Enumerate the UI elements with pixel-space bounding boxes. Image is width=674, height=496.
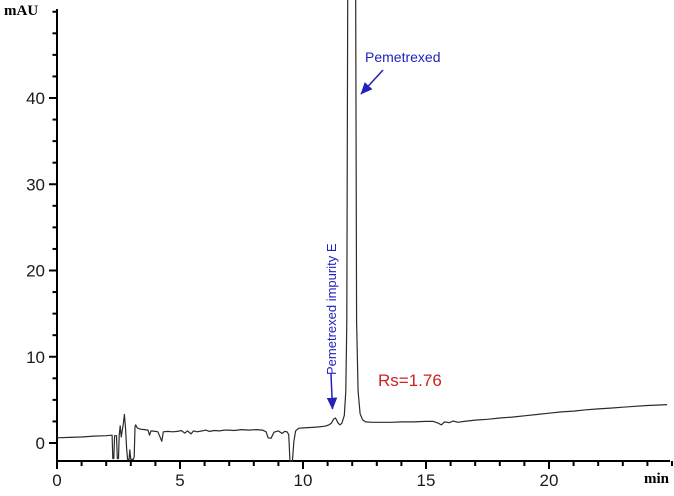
x-axis-unit-label: min (644, 471, 670, 487)
y-tick-label: 40 (26, 89, 45, 108)
axes (56, 9, 670, 462)
x-tick-label: 20 (540, 471, 559, 490)
y-axis-ticks (49, 10, 57, 444)
y-tick-label: 30 (26, 175, 45, 194)
chromatogram-trace (56, 0, 668, 462)
x-tick-label: 5 (175, 471, 184, 490)
y-axis-unit-label: mAU (4, 3, 39, 19)
x-axis-tick-labels: 0 5 10 15 20 (52, 471, 558, 490)
impurity-annotation-arrow (326, 373, 338, 410)
impurity-e-peak-label: Pemetrexed impurity E (324, 243, 339, 376)
x-tick-label: 0 (52, 471, 61, 490)
x-tick-label: 15 (417, 471, 436, 490)
pemetrexed-peak-label: Pemetrexed (365, 49, 441, 65)
y-axis-tick-labels: 0 10 20 30 40 (26, 89, 45, 453)
x-tick-label: 10 (294, 471, 313, 490)
y-tick-label: 20 (26, 262, 45, 281)
y-tick-label: 10 (26, 348, 45, 367)
pemetrexed-annotation-arrow (360, 69, 384, 95)
resolution-value-label: Rs=1.76 (378, 371, 442, 390)
y-tick-label: 0 (36, 434, 45, 453)
x-axis-ticks (56, 461, 673, 469)
